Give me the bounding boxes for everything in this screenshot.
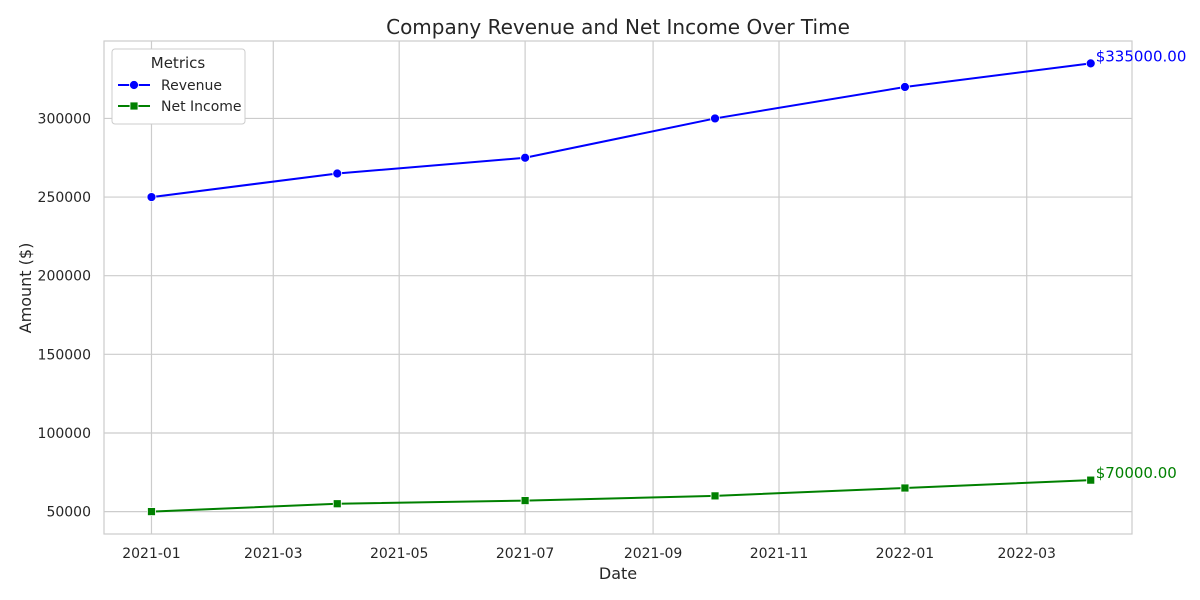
x-tick-label: 2021-01 bbox=[122, 546, 181, 562]
chart-title: Company Revenue and Net Income Over Time bbox=[386, 15, 850, 39]
y-axis-label: Amount ($) bbox=[16, 243, 35, 334]
legend: Metrics Revenue Net Income bbox=[111, 48, 246, 125]
y-tick-label: 50000 bbox=[46, 505, 91, 521]
legend-revenue-label: Revenue bbox=[161, 78, 222, 94]
y-tick-label: 100000 bbox=[38, 426, 91, 442]
x-tick-label: 2022-01 bbox=[876, 546, 935, 562]
net-income-point bbox=[332, 499, 342, 509]
net-income-point bbox=[900, 483, 910, 493]
revenue-end-label: $335000.00 bbox=[1096, 47, 1187, 65]
revenue-point bbox=[146, 192, 157, 202]
x-tick-label: 2021-05 bbox=[370, 546, 429, 562]
legend-net-income-marker bbox=[129, 101, 139, 111]
revenue-point bbox=[900, 82, 910, 92]
y-tick-label: 300000 bbox=[38, 111, 91, 127]
y-tick-label: 250000 bbox=[38, 190, 91, 206]
x-tick-label: 2022-03 bbox=[997, 546, 1056, 562]
net-income-end-label: $70000.00 bbox=[1096, 464, 1177, 482]
net-income-point bbox=[147, 507, 156, 516]
revenue-point bbox=[710, 113, 720, 124]
plot-area bbox=[103, 40, 1133, 535]
x-tick-label: 2021-07 bbox=[496, 546, 555, 562]
revenue-point bbox=[1085, 58, 1096, 69]
x-tick-label: 2021-09 bbox=[624, 546, 683, 562]
revenue-line bbox=[151, 62, 1091, 199]
net-income-point bbox=[1086, 475, 1096, 485]
revenue-point bbox=[520, 152, 531, 163]
x-tick-label: 2021-03 bbox=[244, 546, 303, 562]
net-income-line bbox=[151, 479, 1091, 513]
legend-title: Metrics bbox=[151, 54, 206, 72]
net-income-point bbox=[520, 496, 530, 505]
x-tick-label: 2021-11 bbox=[750, 546, 809, 562]
x-axis-label: Date bbox=[599, 564, 637, 583]
net-income-point bbox=[710, 491, 720, 501]
legend-net-income-label: Net Income bbox=[161, 99, 242, 115]
revenue-point bbox=[332, 168, 343, 179]
y-tick-label: 200000 bbox=[38, 269, 91, 285]
legend-revenue-marker bbox=[129, 80, 139, 90]
y-tick-label: 150000 bbox=[38, 347, 91, 363]
